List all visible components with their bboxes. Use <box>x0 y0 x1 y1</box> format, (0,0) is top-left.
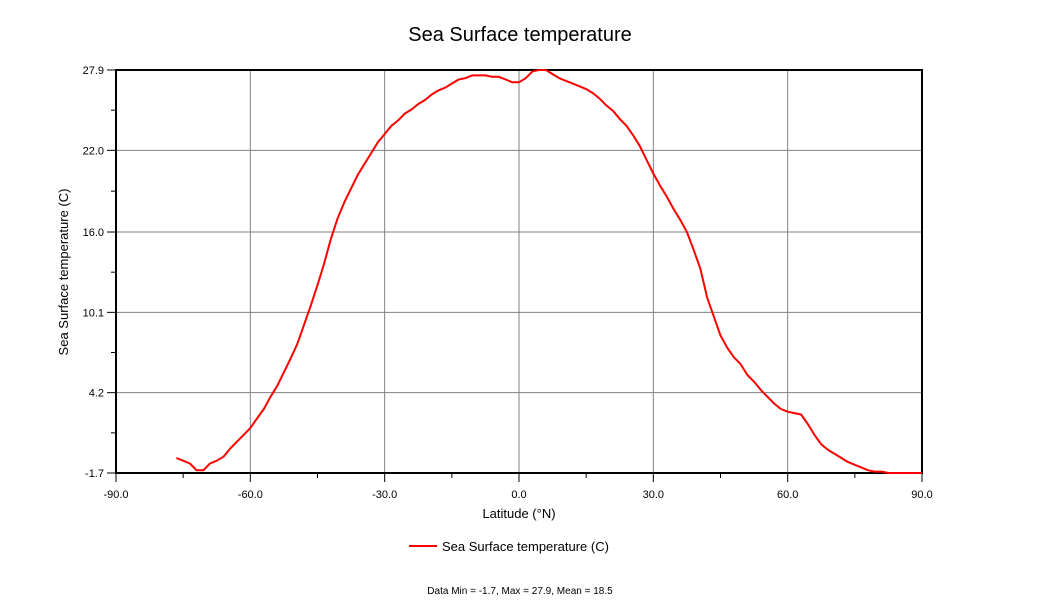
y-tick-label: 27.9 <box>83 65 104 77</box>
y-tick-label: 16.0 <box>83 227 104 239</box>
y-tick-label: 22.0 <box>83 145 104 157</box>
axis-ticks: -90.0 -60.0 -30.0 0.0 30.0 60.0 90.0 -1.7 4.2 10.… <box>83 65 933 501</box>
grid-lines <box>116 70 922 473</box>
x-tick-label: 60.0 <box>777 489 798 501</box>
legend: Sea Surface temperature (C) <box>409 539 609 554</box>
y-tick-label: 4.2 <box>89 388 104 400</box>
x-tick-label: -90.0 <box>103 489 128 501</box>
chart-title: Sea Surface temperature <box>408 24 631 46</box>
y-tick-label: 10.1 <box>83 307 104 319</box>
x-tick-label: 30.0 <box>643 489 664 501</box>
legend-label: Sea Surface temperature (C) <box>442 539 609 554</box>
x-tick-label: 90.0 <box>911 489 932 501</box>
y-tick-label: -1.7 <box>85 468 104 480</box>
data-stats-footer: Data Min = -1.7, Max = 27.9, Mean = 18.5 <box>427 586 613 597</box>
x-tick-label: -30.0 <box>372 489 397 501</box>
x-axis-label: Latitude (°N) <box>482 506 555 521</box>
y-axis-label: Sea Surface temperature (C) <box>56 189 71 356</box>
series-line-sea-surface-temperature <box>176 69 922 474</box>
x-tick-label: -60.0 <box>238 489 263 501</box>
series-layer <box>176 69 922 474</box>
x-tick-label: 0.0 <box>511 489 526 501</box>
